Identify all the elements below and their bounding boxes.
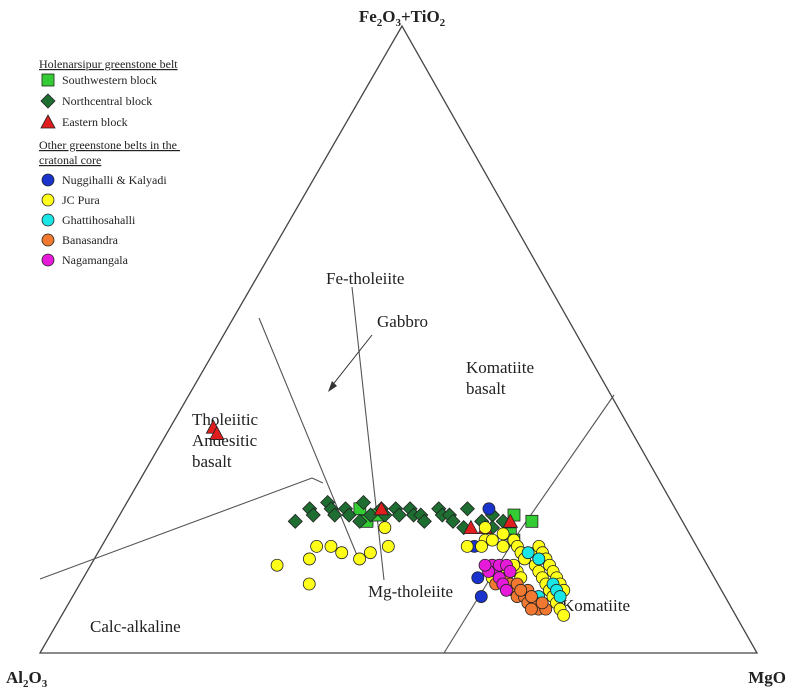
data-point-banasandra <box>524 602 538 616</box>
legend-group1-title: Holenarsipur greenstone belt <box>39 57 178 71</box>
data-point-northcentral-block <box>391 507 407 523</box>
field-mg-tholeiite: Mg-tholeiite <box>368 582 453 601</box>
series-northcentral-block <box>287 494 511 536</box>
field-tholeiitic-andesitic-basalt: Tholeiitic Andesitic basalt <box>192 410 262 471</box>
legend-marker-nuggihalli-kalyadi <box>41 173 55 187</box>
data-point-jc-pura <box>557 608 571 622</box>
boundary-calc-alkaline-1 <box>39 477 313 580</box>
data-point-jc-pura <box>363 546 377 560</box>
data-point-nagamangala <box>499 583 513 597</box>
data-point-eastern-block <box>502 513 519 528</box>
boundary-komatiite-1 <box>518 394 615 533</box>
data-point-nagamangala <box>478 558 492 572</box>
data-point-jc-pura <box>378 521 392 534</box>
legend-label-nagamangala: Nagamangala <box>62 253 129 267</box>
data-point-northcentral-block <box>287 513 303 529</box>
data-point-jc-pura <box>460 540 474 553</box>
data-point-ghattihosahalli <box>532 552 546 566</box>
data-point-northcentral-block <box>355 494 372 511</box>
field-calc-alkaline: Calc-alkaline <box>90 617 181 636</box>
data-point-jc-pura <box>478 521 492 534</box>
legend-label-jc-pura: JC Pura <box>62 193 100 207</box>
legend: Holenarsipur greenstone belt Southwester… <box>39 57 180 267</box>
data-point-jc-pura <box>302 552 316 566</box>
legend-marker-ghattihosahalli <box>41 213 55 227</box>
field-komatiite: Komatiite <box>562 596 630 615</box>
data-point-jc-pura <box>270 558 284 572</box>
data-point-northcentral-block <box>341 507 357 523</box>
data-point-banasandra <box>525 590 538 603</box>
annotation-arrow <box>328 334 373 392</box>
data-point-northcentral-block <box>352 513 368 529</box>
field-fe-tholeiite: Fe-tholeiite <box>326 269 404 288</box>
data-point-jc-pura <box>381 540 395 553</box>
series-nagamangala <box>478 558 517 597</box>
data-point-ghattihosahalli <box>553 590 567 603</box>
legend-label-ghattihosahalli: Ghattihosahalli <box>62 213 136 227</box>
legend-label-nuggihalli-kalyadi: Nuggihalli & Kalyadi <box>62 173 167 187</box>
legend-marker-eastern-block <box>40 114 56 129</box>
data-point-jc-pura <box>496 527 510 541</box>
data-point-jc-pura <box>475 540 488 553</box>
data-point-nuggihalli-kalyadi <box>482 502 496 516</box>
data-point-jc-pura <box>485 533 499 547</box>
data-point-jc-pura <box>310 540 324 553</box>
ternary-outline <box>38 24 759 654</box>
data-point-eastern-block <box>373 500 390 516</box>
data-point-nuggihalli-kalyadi <box>474 590 488 603</box>
legend-group2-title: Other greenstone belts in the cratonal c… <box>39 138 180 167</box>
data-point-jc-pura <box>496 540 510 553</box>
boundary-tholeiitic-andesitic <box>258 317 362 566</box>
data-point-jc-pura <box>353 552 366 566</box>
data-point-jc-pura <box>335 546 349 560</box>
data-points <box>205 419 571 622</box>
data-point-nuggihalli-kalyadi <box>471 571 485 585</box>
boundary-fe-tholeiite <box>351 286 385 581</box>
apex-top-label: Fe2O3+TiO2 <box>359 7 446 29</box>
data-point-northcentral-block <box>305 507 321 523</box>
legend-marker-nagamangala <box>41 253 55 267</box>
apex-left-label: Al2O3 <box>6 668 48 690</box>
data-point-eastern-block <box>209 425 225 440</box>
legend-marker-northcentral-block <box>40 93 56 109</box>
data-point-ghattihosahalli <box>521 546 535 560</box>
annotation-gabbro: Gabbro <box>377 312 428 331</box>
legend-label-eastern-block: Eastern block <box>62 115 128 129</box>
legend-marker-jc-pura <box>41 193 55 207</box>
legend-label-southwestern-block: Southwestern block <box>62 73 157 87</box>
apex-right-label: MgO <box>748 668 786 687</box>
data-point-jc-pura <box>302 577 316 591</box>
legend-label-banasandra: Banasandra <box>62 233 119 247</box>
legend-label-northcentral-block: Northcentral block <box>62 94 152 108</box>
boundary-calc-alkaline-2 <box>311 477 324 484</box>
data-point-jc-pura <box>324 540 338 553</box>
data-point-banasandra <box>535 596 549 610</box>
field-komatiite-basalt: Komatiite basalt <box>466 358 538 398</box>
legend-marker-southwestern-block <box>41 73 55 87</box>
data-point-northcentral-block <box>445 513 461 529</box>
data-point-southwestern-block <box>525 514 539 528</box>
data-point-northcentral-block <box>327 507 343 523</box>
data-point-eastern-block <box>463 519 479 534</box>
data-point-northcentral-block <box>416 513 432 529</box>
data-point-banasandra <box>514 583 528 597</box>
data-point-nagamangala <box>503 565 517 578</box>
legend-marker-banasandra <box>41 233 55 247</box>
data-point-northcentral-block <box>459 501 475 517</box>
